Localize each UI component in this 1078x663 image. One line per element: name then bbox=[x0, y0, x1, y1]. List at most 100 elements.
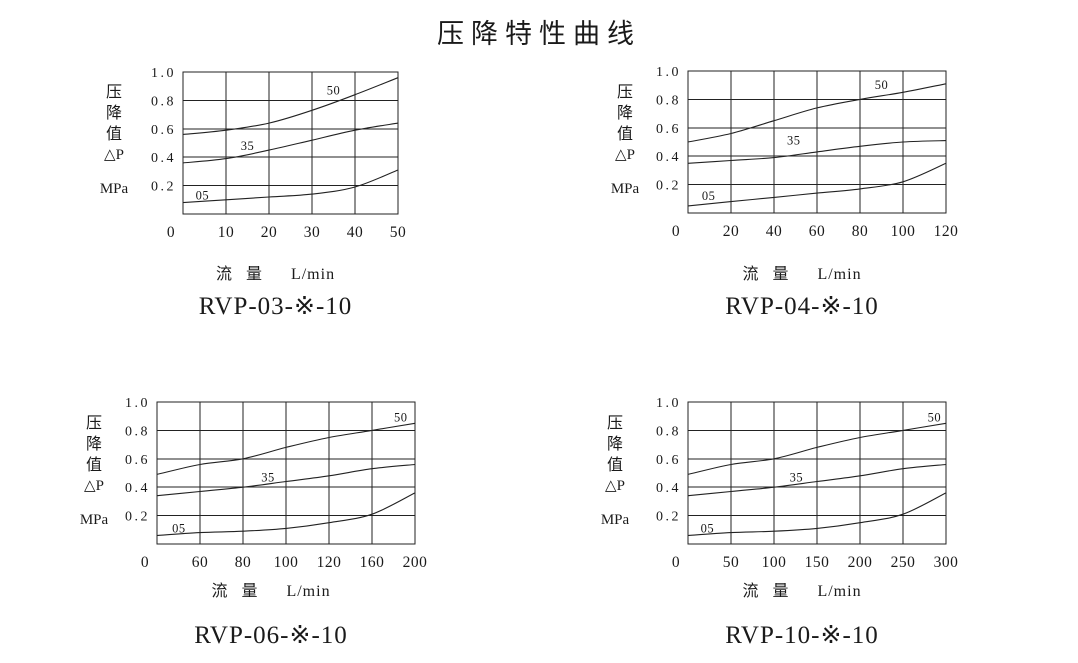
chart-rvp03: 1.0 0.8 0.6 0.4 0.2 0 10 20 30 40 50 50 35 05 bbox=[151, 66, 407, 241]
y-tick-label: 0.4 bbox=[125, 481, 150, 496]
plot-border bbox=[182, 71, 399, 215]
curve-05 bbox=[156, 492, 416, 537]
y-axis-char: 压 bbox=[606, 415, 623, 432]
y-tick-label: 0.8 bbox=[656, 93, 681, 108]
y-axis-char: 压 bbox=[616, 84, 633, 101]
x-axis-title-rvp06: 流 量 L/min bbox=[117, 577, 425, 601]
y-tick-label: 0.8 bbox=[656, 424, 681, 439]
x-tick-label: 200 bbox=[848, 554, 873, 571]
curve-35 bbox=[687, 463, 947, 497]
y-tick-label: 0.4 bbox=[151, 151, 176, 166]
y-axis-title-rvp04: 压 降 值 △P MPa bbox=[606, 82, 644, 200]
y-axis-char: 值 bbox=[105, 126, 122, 143]
x-tick-label: 50 bbox=[390, 224, 407, 241]
curve-label-05: 05 bbox=[172, 521, 186, 535]
x-tick-label: 160 bbox=[360, 554, 385, 571]
chart-rvp04: 1.0 0.8 0.6 0.4 0.2 0 20 40 60 80 100 120 50 35 05 bbox=[656, 65, 959, 240]
y-axis-char: 降 bbox=[606, 436, 623, 453]
pressure-unit-label: MPa bbox=[610, 181, 640, 197]
y-tick-label: 0.4 bbox=[656, 481, 681, 496]
x-tick-label: 200 bbox=[403, 554, 428, 571]
x-tick-label: 100 bbox=[762, 554, 787, 571]
chart-rvp06: 1.0 0.8 0.6 0.4 0.2 0 60 80 100 120 160 200 50 35 05 bbox=[125, 396, 428, 571]
x-axis-title-rvp03: 流 量 L/min bbox=[143, 260, 408, 284]
x-tick-label: 100 bbox=[274, 554, 299, 571]
curve-35 bbox=[156, 463, 416, 497]
curve-05 bbox=[687, 492, 947, 537]
curve-35 bbox=[182, 122, 399, 164]
y-axis-char: 压 bbox=[85, 415, 102, 432]
curve-label-05: 05 bbox=[196, 189, 210, 203]
page-title: 压降特性曲线 bbox=[437, 19, 641, 49]
y-tick-label: 0.2 bbox=[656, 179, 681, 194]
grid bbox=[688, 402, 946, 544]
chart-rvp10: 1.0 0.8 0.6 0.4 0.2 0 50 100 150 200 250 300 50 35 05 bbox=[656, 396, 959, 571]
curve-label-35: 35 bbox=[790, 470, 804, 484]
x-tick-label: 20 bbox=[261, 224, 278, 241]
pressure-unit-label: MPa bbox=[79, 512, 109, 528]
y-axis-char: 值 bbox=[616, 126, 633, 143]
delta-p-label: △P bbox=[104, 147, 124, 163]
y-tick-label: 1.0 bbox=[656, 396, 681, 411]
y-tick-label: 0.4 bbox=[656, 150, 681, 165]
chart-caption-rvp10: RVP-10-※-10 bbox=[725, 622, 879, 649]
curve-05 bbox=[182, 169, 399, 204]
curve-label-50: 50 bbox=[327, 83, 341, 97]
curve-50 bbox=[156, 422, 416, 475]
curve-label-05: 05 bbox=[701, 521, 715, 535]
chart-caption-rvp06: RVP-06-※-10 bbox=[194, 622, 348, 649]
pressure-unit-label: MPa bbox=[600, 512, 630, 528]
y-axis-char: 降 bbox=[616, 105, 633, 122]
y-tick-label: 0.8 bbox=[125, 424, 150, 439]
y-axis-char: 值 bbox=[606, 457, 623, 474]
curve-label-35: 35 bbox=[241, 139, 255, 153]
y-tick-label: 0.6 bbox=[656, 453, 681, 468]
flow-label: 流 量 bbox=[211, 583, 263, 600]
flow-unit-label: L/min bbox=[817, 266, 862, 283]
x-tick-label: 300 bbox=[934, 554, 959, 571]
x-tick-label: 0 bbox=[672, 223, 680, 240]
curve-50 bbox=[687, 422, 947, 475]
delta-p-label: △P bbox=[615, 147, 635, 163]
delta-p-label: △P bbox=[605, 478, 625, 494]
curve-50 bbox=[687, 83, 947, 143]
y-tick-label: 0.2 bbox=[656, 510, 681, 525]
flow-unit-label: L/min bbox=[290, 266, 336, 283]
flow-label: 流 量 bbox=[742, 266, 794, 283]
y-tick-label: 0.6 bbox=[125, 453, 150, 468]
chart-caption-rvp03: RVP-03-※-10 bbox=[198, 293, 353, 320]
y-tick-label: 0.8 bbox=[151, 94, 176, 109]
x-tick-label: 100 bbox=[891, 223, 916, 240]
y-axis-char: 降 bbox=[85, 436, 102, 453]
curve-label-05: 05 bbox=[702, 189, 716, 203]
curve-05 bbox=[687, 162, 947, 207]
plot-border bbox=[687, 401, 947, 545]
x-tick-label: 60 bbox=[809, 223, 826, 240]
curve-label-50: 50 bbox=[394, 411, 408, 425]
flow-unit-label: L/min bbox=[286, 583, 331, 600]
delta-p-label: △P bbox=[84, 478, 104, 494]
x-axis-title-rvp04: 流 量 L/min bbox=[648, 260, 956, 284]
grid bbox=[157, 402, 415, 544]
y-axis-title-rvp10: 压 降 值 △P MPa bbox=[596, 413, 634, 531]
y-tick-label: 0.2 bbox=[125, 510, 150, 525]
x-tick-label: 80 bbox=[852, 223, 869, 240]
x-tick-label: 30 bbox=[304, 224, 321, 241]
x-tick-label: 0 bbox=[141, 554, 149, 571]
curve-label-50: 50 bbox=[875, 78, 889, 92]
curve-label-35: 35 bbox=[261, 470, 275, 484]
plot-border bbox=[156, 401, 416, 545]
curve-35 bbox=[687, 140, 947, 164]
x-axis-title-rvp10: 流 量 L/min bbox=[648, 577, 956, 601]
y-tick-label: 1.0 bbox=[656, 65, 681, 80]
curve-label-50: 50 bbox=[928, 411, 942, 425]
flow-label: 流 量 bbox=[215, 266, 267, 283]
y-axis-title-rvp06: 压 降 值 △P MPa bbox=[75, 413, 113, 531]
x-tick-label: 40 bbox=[766, 223, 783, 240]
flow-label: 流 量 bbox=[742, 583, 794, 600]
x-tick-label: 60 bbox=[192, 554, 209, 571]
y-axis-char: 压 bbox=[105, 84, 122, 101]
x-tick-label: 0 bbox=[672, 554, 680, 571]
y-axis-char: 降 bbox=[105, 105, 122, 122]
x-tick-label: 120 bbox=[934, 223, 959, 240]
